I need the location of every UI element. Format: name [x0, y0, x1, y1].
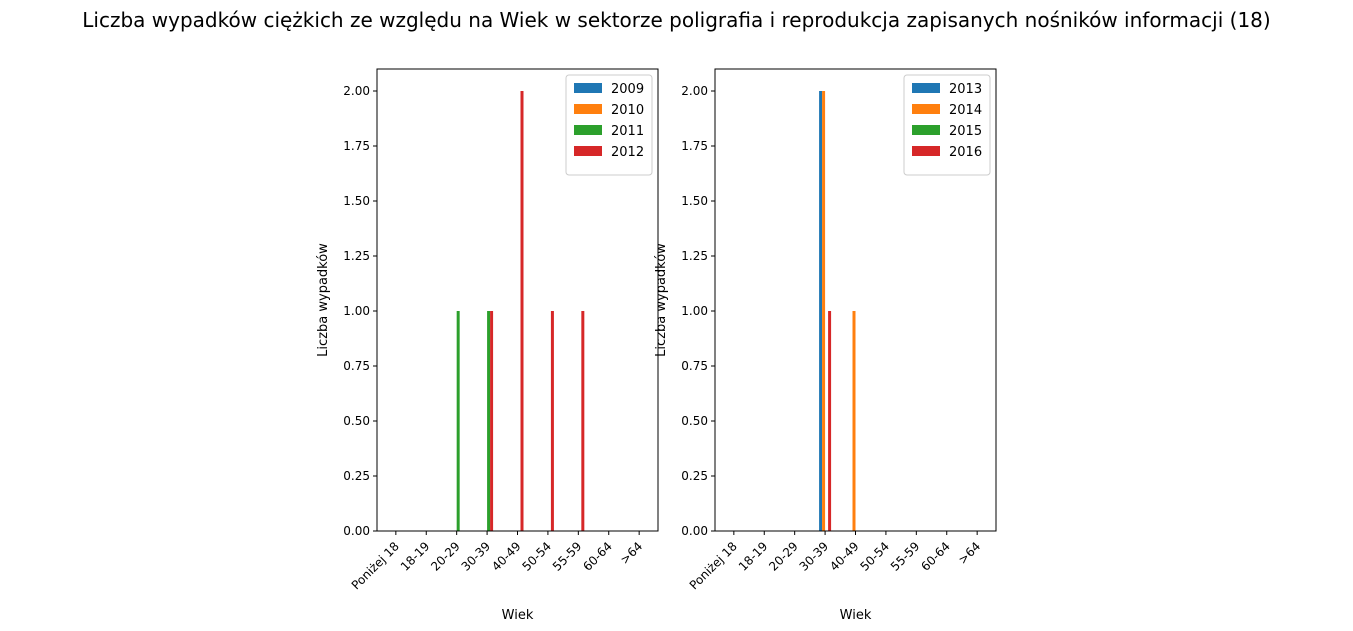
x-tick-label: 55-59 — [550, 539, 585, 574]
y-tick-label: 2.00 — [343, 84, 370, 98]
x-tick-label: 50-54 — [519, 539, 554, 574]
y-tick-label: 0.75 — [343, 359, 370, 373]
x-tick-label: 20-29 — [428, 539, 463, 574]
legend-swatch — [912, 125, 940, 135]
bar-2016-30-39 — [828, 311, 832, 531]
y-tick-label: 0.00 — [343, 524, 370, 538]
plot-frame — [714, 68, 997, 532]
legend: 2009 2010 2011 2012 — [565, 74, 653, 176]
x-tick-label: 50-54 — [857, 539, 892, 574]
x-tick-label: 30-39 — [459, 539, 494, 574]
x-axis-label: Wiek — [840, 608, 872, 623]
chart-panel-2: 0.00 0.25 0.50 0.75 1.00 1.25 1.50 1.75 2.00 Poni… — [654, 68, 997, 623]
y-tick-label: 2.00 — [681, 84, 708, 98]
x-tick-label: 30-39 — [797, 539, 832, 574]
x-tick-label: 55-59 — [888, 539, 923, 574]
legend-label: 2014 — [949, 103, 982, 118]
legend-label: 2012 — [611, 145, 644, 160]
legend-swatch — [574, 104, 602, 114]
y-axis-label: Liczba wypadków — [654, 243, 669, 357]
x-tick-label: 60-64 — [918, 539, 953, 574]
bar-2014-30-39 — [822, 91, 826, 531]
legend-label: 2010 — [611, 103, 644, 118]
legend-swatch — [574, 83, 602, 93]
bar-2012-50-54 — [550, 311, 554, 531]
bar-2011-30-39 — [487, 311, 491, 531]
x-tick-label: >64 — [617, 539, 645, 567]
legend-swatch — [574, 125, 602, 135]
legend-label: 2016 — [949, 145, 982, 160]
x-tick-label: 20-29 — [766, 539, 801, 574]
plot-frame — [376, 68, 659, 532]
x-tick-label: >64 — [955, 539, 983, 567]
x-tick-label: 18-19 — [398, 539, 433, 574]
chart-panel-1: 0.00 0.25 0.50 0.75 1.00 1.25 1.50 1.75 2.00 Poni… — [316, 68, 659, 623]
legend-label: 2013 — [949, 82, 982, 97]
y-tick-label: 1.50 — [681, 194, 708, 208]
x-tick-label: 18-19 — [736, 539, 771, 574]
bar-2011-20-29 — [456, 311, 460, 531]
y-tick-label: 1.75 — [681, 139, 708, 153]
y-tick-label: 0.50 — [343, 414, 370, 428]
y-tick-label: 1.50 — [343, 194, 370, 208]
bar-2013-30-39 — [819, 91, 823, 531]
bar-2012-30-39 — [490, 311, 494, 531]
legend-label: 2015 — [949, 124, 982, 139]
y-tick-label: 1.75 — [343, 139, 370, 153]
legend-swatch — [912, 146, 940, 156]
bar-2012-55-59 — [581, 311, 585, 531]
x-tick-label: 40-49 — [827, 539, 862, 574]
y-tick-label: 1.00 — [681, 304, 708, 318]
y-tick-label: 0.25 — [343, 469, 370, 483]
bar-2012-40-49 — [520, 91, 524, 531]
legend: 2013 2014 2015 2016 — [903, 74, 991, 176]
bar-2014-40-49 — [852, 311, 856, 531]
y-tick-label: 0.75 — [681, 359, 708, 373]
y-tick-label: 1.00 — [343, 304, 370, 318]
y-tick-label: 0.25 — [681, 469, 708, 483]
y-axis-label: Liczba wypadków — [316, 243, 331, 357]
x-tick-label: 40-49 — [489, 539, 524, 574]
legend-label: 2009 — [611, 82, 644, 97]
x-tick-label: 60-64 — [580, 539, 615, 574]
legend-swatch — [912, 104, 940, 114]
legend-swatch — [574, 146, 602, 156]
legend-label: 2011 — [611, 124, 644, 139]
x-axis-label: Wiek — [502, 608, 534, 623]
figure-title: Liczba wypadków ciężkich ze względu na W… — [82, 8, 1271, 32]
y-tick-label: 1.25 — [343, 249, 370, 263]
y-tick-label: 1.25 — [681, 249, 708, 263]
legend-swatch — [912, 83, 940, 93]
x-tick-label: Poniżej 18 — [687, 539, 740, 592]
y-tick-label: 0.50 — [681, 414, 708, 428]
y-tick-label: 0.00 — [681, 524, 708, 538]
x-tick-label: Poniżej 18 — [349, 539, 402, 592]
